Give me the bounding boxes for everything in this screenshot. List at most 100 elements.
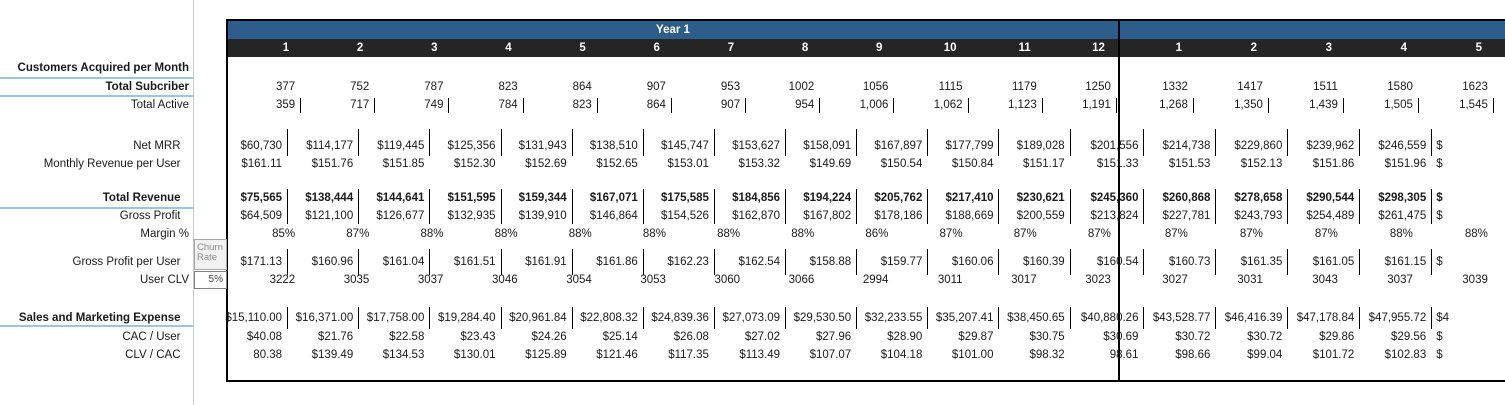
- cell-sm_expense[interactable]: $19,284.40: [431, 307, 502, 329]
- cell-gross_profit[interactable]: $188,669: [945, 210, 994, 222]
- cell-user_clv[interactable]: 3037: [1387, 274, 1413, 286]
- cell-total_revenue[interactable]: $290,544: [1289, 189, 1361, 224]
- cell-clv_cac[interactable]: 98.61: [1109, 349, 1139, 361]
- month-header[interactable]: 4: [1400, 42, 1407, 54]
- month-header[interactable]: 2: [356, 42, 364, 54]
- cell-net_mrr[interactable]: $201,556: [1074, 129, 1146, 156]
- cell-margin[interactable]: 88%: [568, 228, 592, 240]
- cell-sm_expense[interactable]: $35,207.41: [929, 307, 1000, 329]
- cell-margin[interactable]: 87%: [1239, 228, 1263, 240]
- cell-user_clv[interactable]: 3066: [788, 274, 815, 286]
- cell-total_subscriber[interactable]: 907: [646, 81, 666, 93]
- cell-monthly_rpu[interactable]: $153.01: [667, 158, 709, 170]
- cell-cac_user[interactable]: $30.72: [1175, 331, 1211, 343]
- cell-total_active[interactable]: 864: [599, 97, 673, 114]
- cell-total_revenue[interactable]: $159,344: [503, 189, 574, 224]
- month-header[interactable]: 8: [801, 42, 809, 54]
- cell-gp_per_user[interactable]: $171.13: [218, 249, 289, 275]
- cell-total_revenue[interactable]: $75,565: [218, 189, 289, 224]
- cell-clv_cac[interactable]: $98.66: [1175, 349, 1211, 361]
- row-label-clv_cac[interactable]: CLV / CAC: [125, 349, 181, 361]
- cell-gp_per_user[interactable]: $161.15: [1361, 249, 1433, 275]
- cell-cac_user[interactable]: $26.08: [673, 331, 709, 343]
- month-header[interactable]: 5: [1475, 42, 1482, 54]
- cell-monthly_rpu[interactable]: $150.84: [951, 158, 994, 170]
- cell-total_active[interactable]: 907: [673, 97, 747, 114]
- cell-gross_profit[interactable]: $132,935: [447, 210, 496, 222]
- cell-monthly_rpu[interactable]: $150.54: [880, 158, 923, 170]
- cell-total_revenue[interactable]: $167,071: [574, 189, 645, 224]
- cell-total_subscriber[interactable]: 1417: [1237, 81, 1263, 93]
- cell-total_revenue[interactable]: $144,641: [360, 189, 431, 224]
- cell-total_subscriber[interactable]: 1002: [788, 81, 815, 93]
- row-label-gross_profit[interactable]: Gross Profit: [119, 210, 181, 222]
- cell-total_active[interactable]: 1,006: [821, 97, 895, 114]
- cell-total_active[interactable]: 1,191: [1044, 97, 1118, 114]
- cell-cac_user[interactable]: $28.90: [887, 331, 923, 343]
- row-label-gp_per_user[interactable]: Gross Profit per User: [72, 256, 181, 268]
- cell-monthly_rpu[interactable]: $152.69: [525, 158, 567, 170]
- cell-net_mrr[interactable]: $246,559: [1361, 129, 1433, 156]
- month-header[interactable]: 11: [1018, 42, 1031, 54]
- cell-sm_expense-clipped[interactable]: $4: [1436, 312, 1450, 324]
- cell-gross_profit[interactable]: $200,559: [1016, 210, 1065, 222]
- cell-total_revenue[interactable]: $205,762: [858, 189, 929, 224]
- cell-total_active[interactable]: 1,545: [1420, 97, 1495, 114]
- cell-total_active[interactable]: 784: [450, 97, 524, 114]
- cell-clv_cac[interactable]: $117.35: [668, 349, 709, 361]
- cell-gp_per_user[interactable]: $158.88: [787, 249, 858, 275]
- row-label-total_revenue[interactable]: Total Revenue: [102, 192, 181, 204]
- cell-margin[interactable]: 88%: [1389, 228, 1413, 240]
- cell-total_subscriber[interactable]: 1332: [1162, 81, 1188, 93]
- cell-sm_expense[interactable]: $24,839.36: [645, 307, 716, 329]
- cell-gp_per_user-clipped[interactable]: $: [1436, 256, 1443, 268]
- cell-clv_cac[interactable]: $134.53: [382, 349, 425, 361]
- cell-cac_user[interactable]: $27.02: [744, 331, 781, 343]
- cell-total_active[interactable]: 1,350: [1195, 97, 1270, 114]
- cell-user_clv[interactable]: 3027: [1162, 274, 1188, 286]
- cell-cac_user[interactable]: $21.76: [318, 331, 354, 343]
- cell-gross_profit[interactable]: $254,489: [1306, 210, 1355, 222]
- cell-net_mrr[interactable]: $239,962: [1289, 129, 1361, 156]
- cell-margin[interactable]: 87%: [346, 228, 370, 240]
- cell-total_revenue[interactable]: $278,658: [1217, 189, 1289, 224]
- row-label-user_clv[interactable]: User CLV: [140, 274, 189, 286]
- row-label-customers[interactable]: Customers Acquired per Month: [17, 62, 189, 74]
- cell-cac_user[interactable]: $24.26: [531, 331, 567, 343]
- cell-net_mrr[interactable]: $131,943: [503, 129, 574, 156]
- cell-total_revenue[interactable]: $151,595: [431, 189, 502, 224]
- cell-clv_cac[interactable]: $125.89: [525, 349, 567, 361]
- row-label-margin[interactable]: Margin %: [140, 228, 189, 240]
- cell-user_clv[interactable]: 3039: [1462, 274, 1488, 286]
- cell-monthly_rpu[interactable]: $151.53: [1168, 158, 1211, 170]
- cell-total_revenue[interactable]: $175,585: [645, 189, 716, 224]
- cell-sm_expense[interactable]: $16,371.00: [289, 307, 360, 329]
- cell-user_clv[interactable]: 3011: [937, 274, 963, 286]
- cell-total_subscriber[interactable]: 1115: [938, 81, 963, 93]
- cell-sm_expense[interactable]: $17,758.00: [360, 307, 431, 329]
- cell-monthly_rpu[interactable]: $153.32: [738, 158, 781, 170]
- cell-sm_expense[interactable]: $46,416.39: [1217, 307, 1289, 329]
- cell-user_clv[interactable]: 3222: [269, 274, 296, 286]
- cell-total_revenue[interactable]: $184,856: [716, 189, 787, 224]
- cell-sm_expense[interactable]: $32,233.55: [858, 307, 929, 329]
- row-label-total_active[interactable]: Total Active: [130, 99, 189, 111]
- cell-cac_user[interactable]: $29.87: [958, 331, 994, 343]
- month-header[interactable]: 9: [876, 42, 883, 54]
- cell-margin[interactable]: 85%: [272, 228, 296, 240]
- cell-clv_cac[interactable]: $130.01: [453, 349, 496, 361]
- cell-monthly_rpu[interactable]: $149.69: [809, 158, 852, 170]
- year1-header-cell[interactable]: Year 1: [656, 24, 690, 36]
- cell-monthly_rpu[interactable]: $151.96: [1384, 158, 1427, 170]
- cell-clv_cac[interactable]: $102.83: [1384, 349, 1427, 361]
- cell-gross_profit[interactable]: $146,864: [589, 210, 638, 222]
- cell-sm_expense[interactable]: $29,530.50: [787, 307, 858, 329]
- row-label-cac_user[interactable]: CAC / User: [122, 331, 181, 343]
- cell-margin[interactable]: 87%: [1164, 228, 1188, 240]
- month-header[interactable]: 3: [431, 42, 438, 54]
- cell-margin[interactable]: 88%: [1464, 228, 1488, 240]
- month-header[interactable]: 1: [282, 42, 290, 54]
- cell-cac_user[interactable]: $25.14: [602, 331, 638, 343]
- cell-monthly_rpu[interactable]: $151.86: [1312, 158, 1355, 170]
- cell-gross_profit[interactable]: $121,100: [305, 210, 354, 222]
